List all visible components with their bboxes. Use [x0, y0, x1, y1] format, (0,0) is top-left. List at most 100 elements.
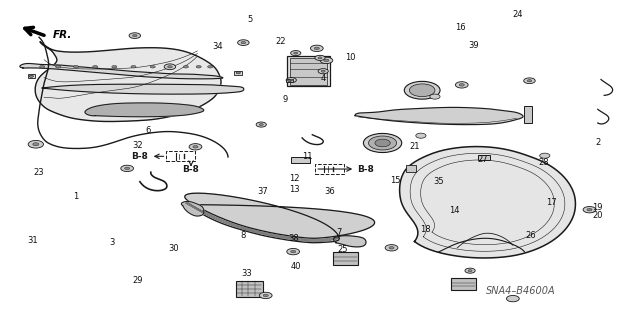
Text: 15: 15: [390, 176, 401, 185]
Circle shape: [404, 81, 440, 99]
Text: 6: 6: [145, 126, 150, 135]
Circle shape: [527, 79, 532, 82]
Text: 31: 31: [28, 236, 38, 245]
Bar: [316, 164, 344, 174]
Bar: [524, 106, 532, 123]
Bar: [333, 252, 358, 265]
Polygon shape: [181, 201, 204, 216]
Circle shape: [506, 295, 519, 302]
Circle shape: [33, 143, 39, 146]
Circle shape: [324, 59, 329, 62]
Circle shape: [456, 82, 468, 88]
Circle shape: [237, 40, 249, 46]
Bar: [478, 155, 490, 160]
Polygon shape: [42, 84, 244, 94]
Circle shape: [287, 80, 291, 82]
Circle shape: [364, 133, 402, 152]
Polygon shape: [355, 108, 523, 125]
Circle shape: [183, 65, 188, 68]
Circle shape: [410, 84, 435, 97]
Circle shape: [430, 94, 440, 99]
Circle shape: [150, 65, 156, 68]
Text: 19: 19: [593, 203, 603, 211]
Text: 27: 27: [477, 155, 488, 164]
Circle shape: [241, 41, 246, 44]
Circle shape: [318, 57, 322, 59]
Circle shape: [40, 65, 45, 68]
Text: 34: 34: [212, 42, 223, 51]
Bar: [291, 157, 310, 163]
Circle shape: [385, 245, 398, 251]
Circle shape: [28, 140, 44, 148]
Text: 5: 5: [247, 15, 252, 24]
Bar: [234, 71, 242, 75]
Circle shape: [287, 249, 300, 255]
Text: 26: 26: [525, 231, 536, 240]
Circle shape: [540, 153, 550, 158]
Circle shape: [129, 33, 141, 39]
Text: 23: 23: [34, 168, 44, 177]
Text: 11: 11: [302, 152, 312, 161]
Circle shape: [315, 55, 325, 60]
Text: 35: 35: [433, 177, 444, 186]
Text: SNA4–B4600A: SNA4–B4600A: [486, 286, 556, 296]
Circle shape: [189, 144, 202, 150]
Circle shape: [310, 45, 323, 51]
Text: B-8: B-8: [358, 165, 374, 174]
Circle shape: [74, 65, 79, 68]
Text: 33: 33: [241, 269, 252, 278]
Polygon shape: [85, 103, 204, 117]
Bar: [236, 281, 262, 297]
Bar: [451, 278, 476, 290]
Circle shape: [164, 64, 175, 70]
Text: FR.: FR.: [53, 30, 72, 40]
Text: B-8: B-8: [182, 165, 200, 174]
Text: 32: 32: [132, 141, 143, 150]
Text: 39: 39: [468, 41, 479, 50]
Circle shape: [125, 167, 130, 170]
Circle shape: [132, 34, 137, 37]
Polygon shape: [333, 236, 366, 247]
Circle shape: [389, 247, 394, 249]
Text: 30: 30: [168, 244, 179, 253]
Circle shape: [168, 65, 173, 68]
Text: B-8: B-8: [131, 152, 148, 161]
Circle shape: [291, 50, 301, 56]
Text: 25: 25: [337, 245, 348, 254]
Text: 29: 29: [132, 276, 143, 285]
Text: 17: 17: [546, 198, 557, 207]
Circle shape: [465, 268, 475, 273]
Circle shape: [93, 65, 98, 68]
Circle shape: [29, 75, 33, 77]
Circle shape: [416, 133, 426, 138]
Circle shape: [286, 78, 296, 83]
Circle shape: [587, 208, 592, 211]
Circle shape: [131, 65, 136, 68]
Text: 12: 12: [289, 174, 300, 183]
Text: 24: 24: [513, 11, 524, 19]
Circle shape: [291, 250, 296, 253]
Polygon shape: [399, 146, 575, 258]
Text: 21: 21: [409, 142, 420, 151]
Circle shape: [207, 65, 212, 68]
Text: 2: 2: [595, 137, 600, 146]
Text: 36: 36: [324, 187, 335, 196]
Polygon shape: [20, 63, 223, 79]
Circle shape: [236, 72, 241, 74]
Text: 28: 28: [538, 158, 549, 167]
Polygon shape: [184, 193, 374, 243]
Circle shape: [256, 122, 266, 127]
Bar: [290, 58, 327, 85]
Text: 37: 37: [257, 187, 268, 196]
Circle shape: [289, 79, 293, 81]
Text: 14: 14: [449, 206, 460, 215]
Circle shape: [196, 65, 201, 68]
Circle shape: [318, 69, 328, 74]
Text: 3: 3: [110, 238, 115, 247]
Circle shape: [294, 52, 298, 54]
Text: 13: 13: [289, 185, 300, 194]
Circle shape: [320, 57, 333, 63]
Circle shape: [375, 139, 390, 147]
Circle shape: [193, 145, 198, 148]
Text: 38: 38: [288, 234, 298, 243]
